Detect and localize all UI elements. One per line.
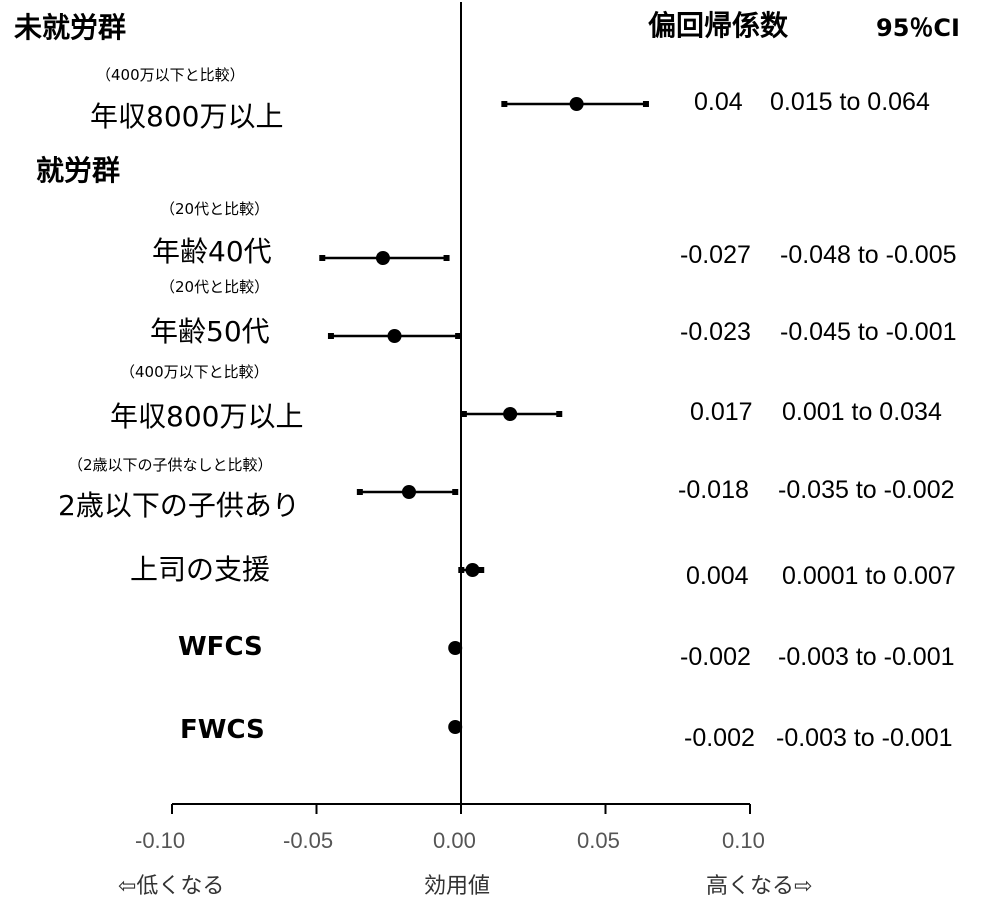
estimate-point bbox=[448, 720, 463, 734]
x-axis-label: 効用値 bbox=[424, 874, 491, 899]
low-direction-label: ⇦低くなる bbox=[118, 874, 225, 899]
x-ticks bbox=[171, 804, 751, 814]
ci-heading: 95％CI bbox=[876, 14, 960, 42]
tick-label: -0.10 bbox=[135, 828, 186, 853]
tick-label: 0.00 bbox=[433, 828, 476, 853]
ci-cap bbox=[319, 255, 326, 261]
estimate-point bbox=[387, 329, 402, 343]
ci-cap bbox=[356, 489, 363, 495]
estimate-point bbox=[401, 485, 416, 499]
ci-cap bbox=[455, 333, 462, 339]
row-ci-1: -0.048 to -0.005 bbox=[780, 241, 957, 269]
row-ref-0: （400万以下と比較） bbox=[96, 66, 245, 84]
estimate-marks bbox=[319, 97, 649, 734]
row-coef-0: 0.04 bbox=[694, 88, 743, 116]
coef-heading: 偏回帰係数 bbox=[648, 9, 789, 42]
estimate-point bbox=[465, 563, 480, 577]
row-coef-6: -0.002 bbox=[680, 643, 751, 671]
row-ci-5: 0.0001 to 0.007 bbox=[782, 562, 956, 590]
row-ci-2: -0.045 to -0.001 bbox=[780, 318, 957, 346]
row-label-1: 年齢40代 bbox=[152, 235, 272, 268]
ci-cap bbox=[458, 567, 465, 573]
row-coef-4: -0.018 bbox=[678, 476, 749, 504]
row-label-0: 年収800万以上 bbox=[90, 100, 284, 133]
row-coef-2: -0.023 bbox=[680, 318, 751, 346]
ci-cap bbox=[327, 333, 334, 339]
row-ref-2: （20代と比較） bbox=[160, 278, 270, 296]
ci-cap bbox=[556, 411, 563, 417]
ci-cap bbox=[460, 411, 467, 417]
estimate-point bbox=[448, 641, 463, 655]
group-working-heading: 就労群 bbox=[36, 154, 121, 187]
tick-label: 0.10 bbox=[722, 828, 765, 853]
estimate-point bbox=[503, 407, 518, 421]
row-ref-4: （2歳以下の子供なしと比較） bbox=[68, 456, 273, 474]
row-label-5: 上司の支援 bbox=[130, 553, 271, 586]
row-label-3: 年収800万以上 bbox=[110, 400, 304, 433]
tick-label: -0.05 bbox=[283, 828, 334, 853]
row-label-4: 2歳以下の子供あり bbox=[58, 489, 300, 522]
estimate-point bbox=[569, 97, 584, 111]
row-label-6: WFCS bbox=[178, 632, 263, 662]
ci-cap bbox=[478, 567, 485, 573]
ci-cap bbox=[452, 489, 459, 495]
row-label-7: FWCS bbox=[180, 715, 265, 745]
row-ci-0: 0.015 to 0.064 bbox=[770, 88, 930, 116]
row-ci-3: 0.001 to 0.034 bbox=[782, 398, 942, 426]
row-ci-6: -0.003 to -0.001 bbox=[778, 643, 955, 671]
row-coef-3: 0.017 bbox=[690, 398, 753, 426]
ci-cap bbox=[443, 255, 450, 261]
row-label-2: 年齢50代 bbox=[150, 315, 270, 348]
row-coef-5: 0.004 bbox=[686, 562, 749, 590]
tick-label: 0.05 bbox=[577, 828, 620, 853]
row-coef-1: -0.027 bbox=[680, 241, 751, 269]
estimate-point bbox=[375, 251, 390, 265]
ci-cap bbox=[501, 101, 508, 107]
ci-cap bbox=[642, 101, 649, 107]
high-direction-label: 高くなる⇨ bbox=[706, 874, 813, 899]
row-ci-7: -0.003 to -0.001 bbox=[776, 724, 953, 752]
row-ref-3: （400万以下と比較） bbox=[120, 363, 269, 381]
group-nonworking-heading: 未就労群 bbox=[14, 11, 127, 44]
row-ci-4: -0.035 to -0.002 bbox=[778, 476, 955, 504]
row-coef-7: -0.002 bbox=[684, 724, 755, 752]
row-ref-1: （20代と比較） bbox=[160, 200, 270, 218]
